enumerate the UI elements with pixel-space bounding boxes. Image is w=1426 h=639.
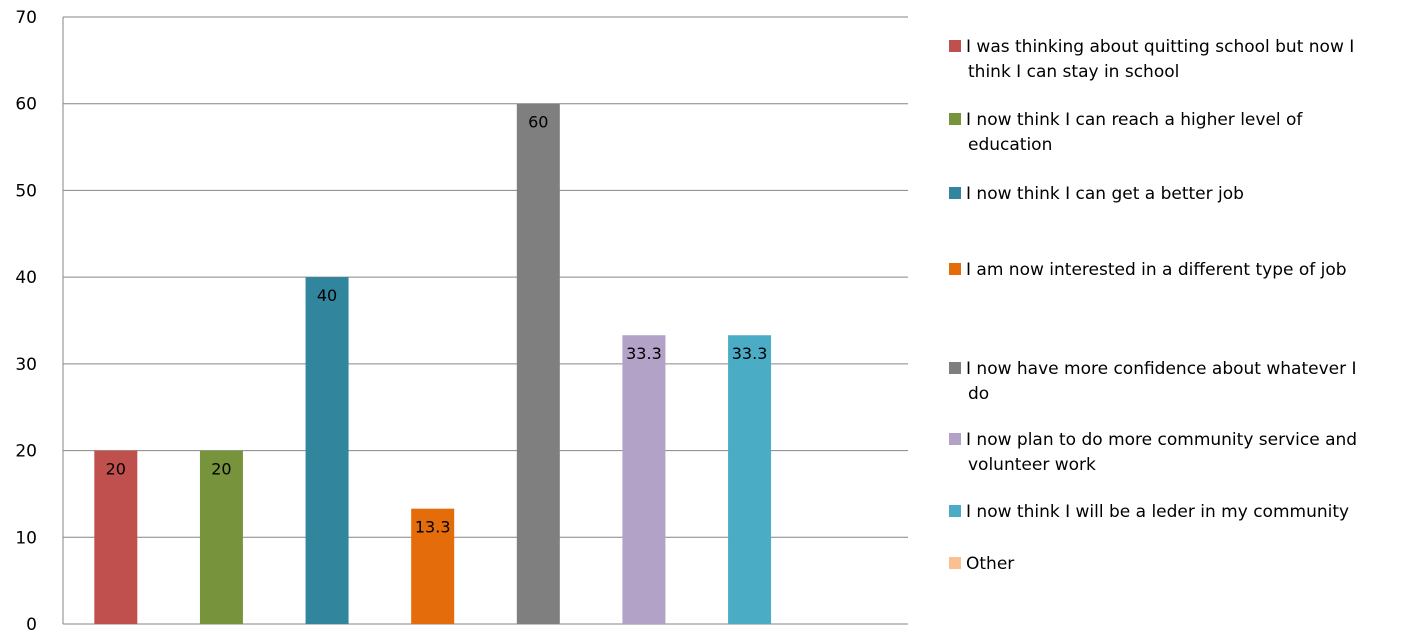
legend-label: do [968, 384, 989, 404]
y-tick-label: 40 [15, 268, 37, 288]
legend-swatch [949, 433, 961, 445]
legend-label: volunteer work [968, 455, 1096, 475]
legend-label: education [968, 135, 1052, 155]
data-label: 20 [211, 460, 231, 479]
legend-label: I now have more confidence about whateve… [966, 359, 1357, 379]
legend: I was thinking about quitting school but… [949, 37, 1357, 574]
y-tick-label: 60 [15, 95, 37, 115]
bar [516, 103, 560, 624]
data-label: 20 [106, 460, 126, 479]
y-tick-label: 0 [26, 615, 37, 635]
legend-item: Other [949, 554, 1014, 574]
legend-label: I am now interested in a different type … [966, 260, 1347, 280]
bar [728, 335, 772, 624]
data-label: 40 [317, 286, 337, 305]
legend-item: I now plan to do more community service … [949, 430, 1357, 475]
legend-swatch [949, 362, 961, 374]
bar [622, 335, 666, 624]
legend-label: I now think I will be a leder in my comm… [966, 502, 1349, 522]
legend-swatch [949, 40, 961, 52]
data-label: 60 [528, 113, 548, 132]
bar [94, 450, 138, 624]
bar [199, 450, 243, 624]
bar [411, 508, 455, 624]
y-tick-label: 30 [15, 355, 37, 375]
axes [62, 17, 908, 625]
legend-label: I now think I can reach a higher level o… [966, 110, 1303, 130]
legend-item: I was thinking about quitting school but… [949, 37, 1354, 82]
y-tick-label: 70 [15, 8, 37, 28]
legend-item: I am now interested in a different type … [949, 260, 1347, 280]
legend-item: I now think I can get a better job [949, 184, 1244, 204]
legend-item: I now think I will be a leder in my comm… [949, 502, 1349, 522]
legend-swatch [949, 187, 961, 199]
y-tick-label: 20 [15, 442, 37, 462]
legend-swatch [949, 113, 961, 125]
data-labels: 20 20 40 13.3 60 33.3 33.3 [106, 113, 768, 537]
y-tick-label: 50 [15, 181, 37, 201]
data-label: 33.3 [626, 344, 662, 363]
legend-label: I now plan to do more community service … [966, 430, 1357, 450]
y-tick-labels: 0 10 20 30 40 50 60 70 [15, 8, 37, 635]
data-label: 13.3 [415, 518, 451, 537]
legend-swatch [949, 557, 961, 569]
legend-label: I now think I can get a better job [966, 184, 1244, 204]
data-label: 33.3 [732, 344, 768, 363]
legend-label: I was thinking about quitting school but… [966, 37, 1354, 57]
legend-item: I now have more confidence about whateve… [949, 359, 1357, 404]
gridlines [63, 16, 908, 538]
legend-swatch [949, 505, 961, 517]
legend-item: I now think I can reach a higher level o… [949, 110, 1303, 155]
legend-swatch [949, 263, 961, 275]
bars [94, 103, 772, 624]
bar [305, 277, 349, 624]
y-tick-label: 10 [15, 528, 37, 548]
legend-label: Other [966, 554, 1014, 574]
legend-label: think I can stay in school [968, 62, 1179, 82]
